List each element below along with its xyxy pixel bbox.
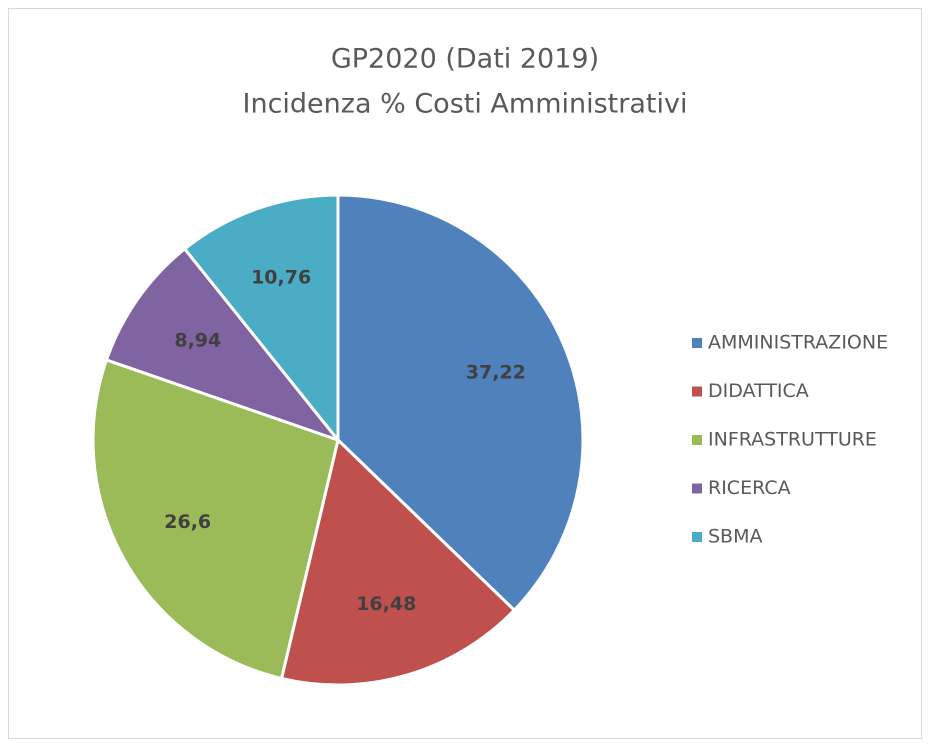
legend-swatch [692, 386, 702, 397]
legend-swatch [692, 338, 702, 348]
data-label: 26,6 [164, 511, 211, 533]
pie-slice [91, 358, 340, 681]
legend-label: DIDATTICA [708, 380, 809, 402]
data-label: 10,76 [251, 267, 311, 289]
pie-slice [182, 193, 340, 445]
legend-swatch [692, 483, 702, 494]
legend-label: RICERCA [708, 477, 791, 499]
legend-label: SBMA [708, 526, 763, 548]
pie-slice [104, 246, 343, 444]
legend-label: INFRASTRUTTURE [708, 429, 877, 451]
legend-swatch [692, 435, 702, 445]
data-label: 37,22 [466, 361, 526, 383]
legend-label: AMMINISTRAZIONE [708, 332, 888, 354]
legend-swatch [692, 532, 702, 542]
chart-title: GP2020 (Dati 2019) [331, 44, 599, 75]
pie-slice [336, 193, 585, 613]
chart-subtitle: Incidenza % Costi Amministrativi [243, 89, 688, 120]
data-label: 16,48 [356, 593, 416, 615]
pie-slice [279, 437, 517, 687]
data-label: 8,94 [174, 330, 221, 352]
